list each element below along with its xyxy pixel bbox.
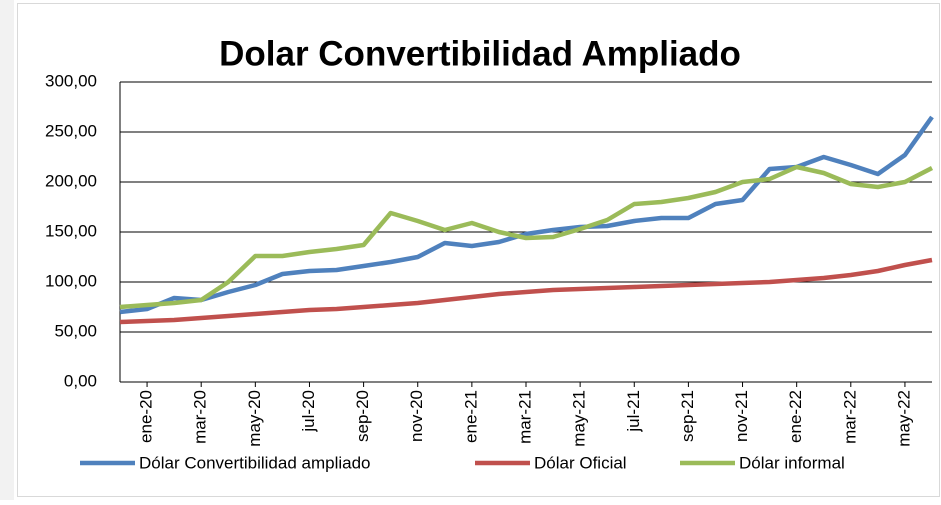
y-tick-label: 150,00 <box>45 221 97 240</box>
legend-label: Dólar Convertibilidad ampliado <box>139 453 371 472</box>
x-tick-label: ene-20 <box>137 390 156 443</box>
chart-title: Dolar Convertibilidad Ampliado <box>219 34 741 73</box>
x-tick-label: mar-20 <box>191 390 210 444</box>
y-tick-label: 50,00 <box>54 321 97 340</box>
x-tick-label: may-22 <box>894 390 913 447</box>
legend-label: Dólar Oficial <box>534 453 627 472</box>
x-tick-label: nov-21 <box>732 390 751 442</box>
x-tick-label: sep-20 <box>353 390 372 442</box>
x-tick-label: ene-22 <box>786 390 805 443</box>
y-tick-label: 200,00 <box>45 171 97 190</box>
series-line <box>119 164 934 310</box>
x-tick-label: ene-21 <box>461 390 480 443</box>
legend-label: Dólar informal <box>739 453 845 472</box>
side-strip <box>0 0 14 500</box>
y-tick-label: 0,00 <box>64 371 97 390</box>
series-line <box>119 257 933 325</box>
x-tick-label: mar-21 <box>515 390 534 444</box>
x-tick-label: jul-20 <box>299 390 318 433</box>
x-tick-label: may-20 <box>245 390 264 447</box>
x-tick-label: nov-20 <box>407 390 426 442</box>
y-tick-label: 100,00 <box>45 271 97 290</box>
x-tick-label: jul-21 <box>624 390 643 433</box>
x-tick-label: mar-22 <box>840 390 859 444</box>
chart-frame <box>17 3 940 497</box>
x-tick-label: may-21 <box>570 390 589 447</box>
y-tick-label: 250,00 <box>45 121 97 140</box>
y-tick-label: 300,00 <box>45 71 97 90</box>
x-tick-label: sep-21 <box>678 390 697 442</box>
